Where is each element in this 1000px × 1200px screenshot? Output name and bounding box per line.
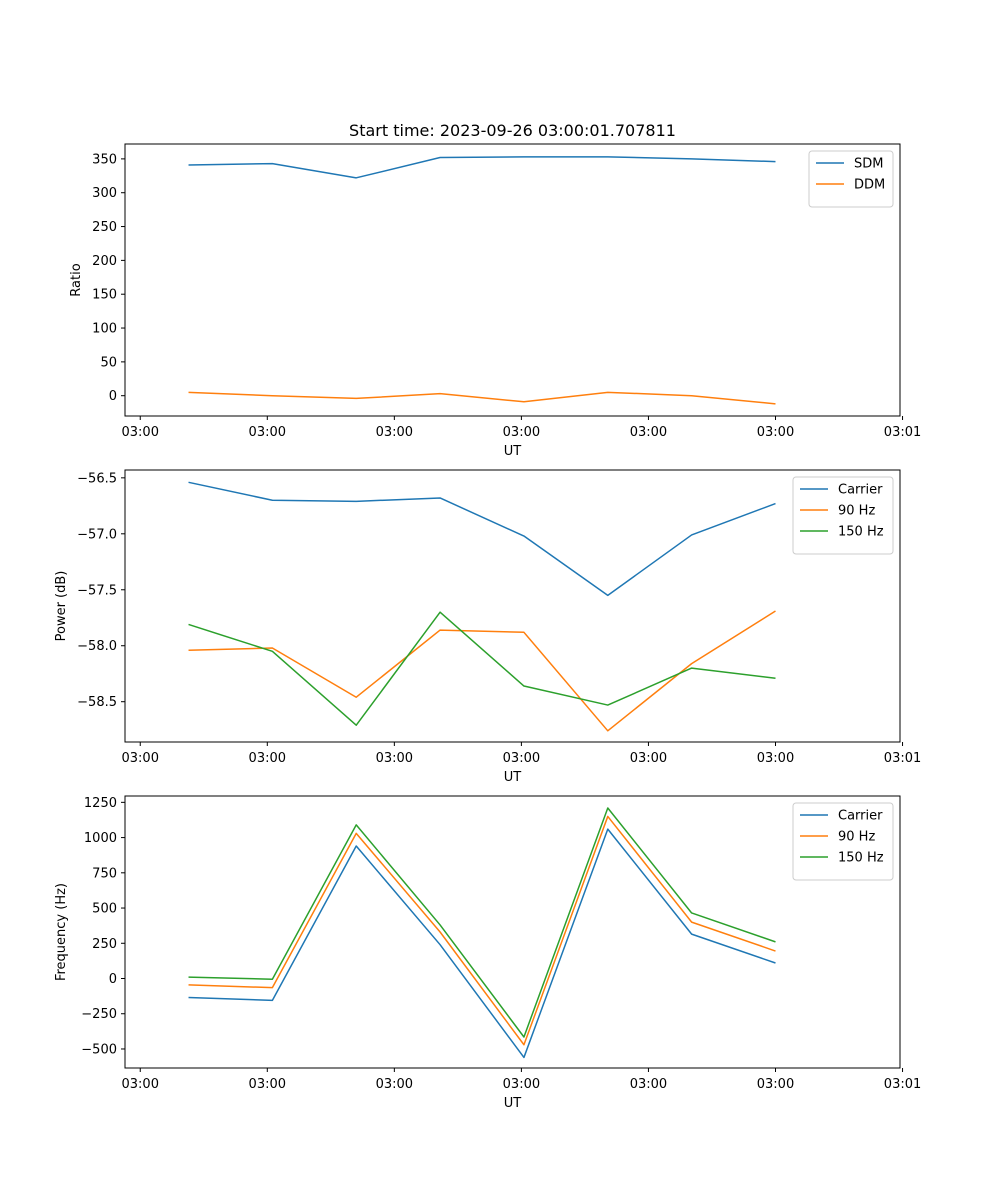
chart1-frame xyxy=(124,469,901,743)
chart1-xtick-label: 03:01 xyxy=(884,751,921,766)
chart0-xtick-label: 03:00 xyxy=(249,425,286,440)
chart0-ytick-label: 250 xyxy=(92,220,117,235)
chart1-series-carrier-line xyxy=(188,481,776,597)
plot-ratio: 03:00 03:00 03:00 03:00 03:00 03:00 03:01 0 50 10… xyxy=(69,143,921,459)
chart2-ytick-label: 500 xyxy=(92,902,117,917)
chart1-ytick-label: −56.5 xyxy=(77,471,117,486)
chart1-xtick-label: 03:00 xyxy=(122,751,159,766)
chart1-legend-label: 150 Hz xyxy=(838,525,884,540)
chart0-ytick-label: 350 xyxy=(92,152,117,167)
chart0-legend xyxy=(808,150,894,208)
chart2-ytick-label: 250 xyxy=(92,937,117,952)
chart2-xtick-label: 03:00 xyxy=(630,1077,667,1092)
chart2-ytick-label: 750 xyxy=(92,866,117,881)
chart0-ytick-label: 300 xyxy=(92,186,117,201)
chart0-ytick-label: 0 xyxy=(109,389,117,404)
plot-power: 03:00 03:00 03:00 03:00 03:00 03:00 03:01 −58.5… xyxy=(54,469,921,785)
chart2-frame xyxy=(124,795,901,1069)
chart0-ylabel: Ratio xyxy=(69,263,84,296)
chart0-legend-label: SDM xyxy=(854,157,883,172)
chart2-xtick-label: 03:01 xyxy=(884,1077,921,1092)
chart1-xtick-label: 03:00 xyxy=(249,751,286,766)
chart1-legend-label: 90 Hz xyxy=(838,504,875,519)
chart0-xtick-label: 03:00 xyxy=(376,425,413,440)
chart1-ytick-label: −57.5 xyxy=(77,583,117,598)
chart1-xtick-label: 03:00 xyxy=(630,751,667,766)
chart2-legend-label: 90 Hz xyxy=(838,830,875,845)
chart0-xtick-label: 03:00 xyxy=(122,425,159,440)
chart2-series-150-hz-line xyxy=(188,807,776,1038)
chart2-ytick-label: −500 xyxy=(81,1042,117,1057)
chart0-ytick-label: 150 xyxy=(92,288,117,303)
chart1-legend xyxy=(792,476,894,555)
chart0-ytick-label: 50 xyxy=(100,355,117,370)
chart1-xlabel: UT xyxy=(504,770,522,785)
chart1-series-150-hz-line xyxy=(188,611,776,726)
chart2-series-90-hz-line xyxy=(188,815,776,1046)
chart2-legend-label: Carrier xyxy=(838,809,883,824)
chart2-legend xyxy=(792,802,894,881)
plot-frequency: 03:00 03:00 03:00 03:00 03:00 03:00 03:01 −500 −… xyxy=(54,795,921,1111)
chart2-ytick-label: −250 xyxy=(81,1007,117,1022)
chart0-frame xyxy=(124,143,901,417)
chart0-xtick-label: 03:00 xyxy=(757,425,794,440)
chart0-legend-label: DDM xyxy=(854,178,885,193)
chart1-legend-label: Carrier xyxy=(838,483,883,498)
chart1-xtick-label: 03:00 xyxy=(503,751,540,766)
chart1-ytick-label: −58.5 xyxy=(77,695,117,710)
chart2-legend-label: 150 Hz xyxy=(838,851,884,866)
chart2-xlabel: UT xyxy=(504,1096,522,1111)
chart0-ytick-label: 100 xyxy=(92,322,117,337)
chart2-xtick-label: 03:00 xyxy=(122,1077,159,1092)
figure-title: Start time: 2023-09-26 03:00:01.707811 xyxy=(349,121,676,140)
chart1-xtick-label: 03:00 xyxy=(376,751,413,766)
chart0-xtick-label: 03:01 xyxy=(884,425,921,440)
chart2-xtick-label: 03:00 xyxy=(376,1077,413,1092)
chart0-ytick-label: 200 xyxy=(92,254,117,269)
chart2-xtick-label: 03:00 xyxy=(757,1077,794,1092)
chart1-ylabel: Power (dB) xyxy=(54,571,69,642)
chart2-ylabel: Frequency (Hz) xyxy=(54,883,69,981)
chart0-xtick-label: 03:00 xyxy=(630,425,667,440)
chart1-xtick-label: 03:00 xyxy=(757,751,794,766)
chart1-ytick-label: −58.0 xyxy=(77,639,117,654)
chart0-xlabel: UT xyxy=(504,444,522,459)
chart2-ytick-label: 1250 xyxy=(84,796,117,811)
chart2-ytick-label: 0 xyxy=(109,972,117,987)
chart1-ytick-label: −57.0 xyxy=(77,527,117,542)
chart0-xtick-label: 03:00 xyxy=(503,425,540,440)
chart1-series-90-hz-line xyxy=(188,610,776,732)
chart2-xtick-label: 03:00 xyxy=(249,1077,286,1092)
chart0-series-sdm-line xyxy=(188,156,776,179)
chart2-series-carrier-line xyxy=(188,828,776,1059)
chart0-series-ddm-line xyxy=(188,391,776,405)
chart2-xtick-label: 03:00 xyxy=(503,1077,540,1092)
chart2-ytick-label: 1000 xyxy=(84,831,117,846)
